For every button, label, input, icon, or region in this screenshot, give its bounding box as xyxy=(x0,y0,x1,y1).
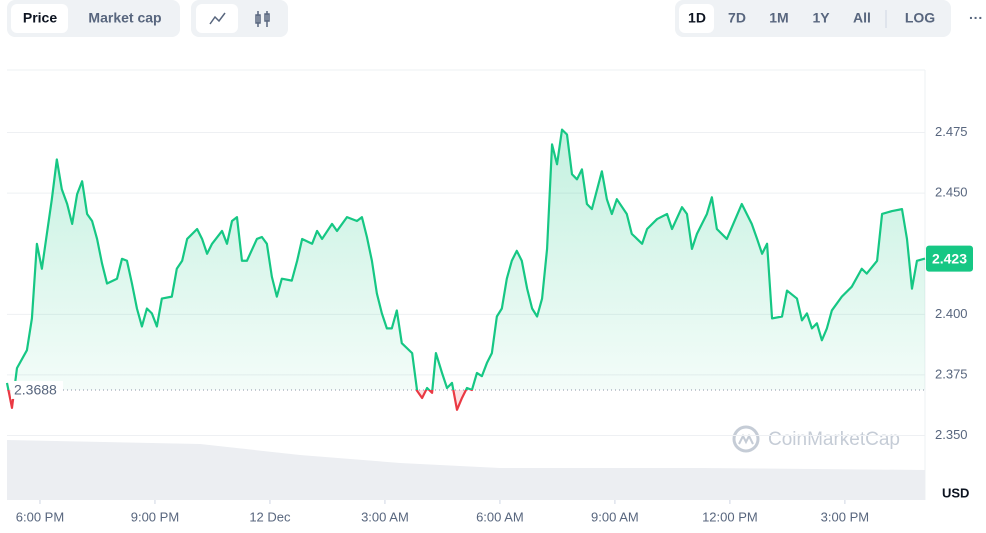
more-button[interactable]: ··· xyxy=(969,10,983,26)
volume-area xyxy=(7,440,925,500)
tab-price[interactable]: Price xyxy=(23,10,57,26)
range-button[interactable]: 1D xyxy=(688,10,706,26)
tab-market-cap[interactable]: Market cap xyxy=(88,10,161,26)
tab-active-bg xyxy=(11,4,68,33)
x-tick-label: 3:00 PM xyxy=(821,509,869,524)
log-button[interactable]: LOG xyxy=(905,10,935,26)
price-line xyxy=(5,128,926,411)
current-price-badge xyxy=(926,245,973,272)
x-tick-label: 12:00 PM xyxy=(702,509,758,524)
y-tick-label: 2.350 xyxy=(935,427,968,442)
range-button[interactable]: All xyxy=(853,10,871,26)
line-icon xyxy=(209,12,226,25)
y-tick-label: 2.400 xyxy=(935,306,968,321)
y-tick-label: 2.450 xyxy=(935,185,968,200)
x-tick-label: 6:00 PM xyxy=(16,509,64,524)
range-button[interactable]: 1M xyxy=(769,10,788,26)
baseline-label-bg xyxy=(11,380,63,399)
current-price-label: 2.423 xyxy=(932,250,967,266)
x-tick-label: 6:00 AM xyxy=(476,509,524,524)
range-button[interactable]: 1Y xyxy=(812,10,830,26)
y-tick-label: 2.475 xyxy=(935,124,968,139)
price-area xyxy=(7,129,925,410)
x-tick-label: 3:00 AM xyxy=(361,509,409,524)
baseline-label: 2.3688 xyxy=(14,382,57,398)
x-tick-label: 9:00 PM xyxy=(131,509,179,524)
y-tick-label: 2.375 xyxy=(935,366,968,381)
watermark: CoinMarketCap xyxy=(768,429,900,450)
range-button[interactable]: 7D xyxy=(728,10,746,26)
candle-icon[interactable] xyxy=(255,11,270,27)
range-active-bg xyxy=(679,4,714,33)
x-tick-label: 12 Dec xyxy=(249,509,291,524)
x-tick-label: 9:00 AM xyxy=(591,509,639,524)
range-tabs xyxy=(675,0,951,37)
watermark-logo xyxy=(732,425,760,453)
y-unit: USD xyxy=(942,485,969,500)
